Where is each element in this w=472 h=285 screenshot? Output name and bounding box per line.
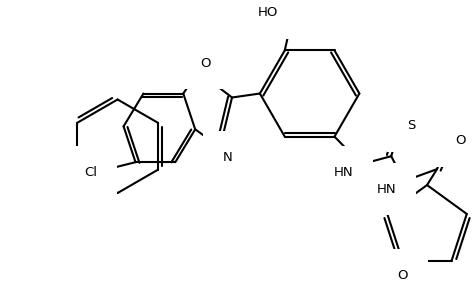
Text: O: O: [200, 57, 211, 70]
Text: O: O: [397, 269, 408, 282]
Text: HN: HN: [334, 166, 354, 179]
Text: O: O: [455, 134, 465, 147]
Text: HN: HN: [377, 183, 396, 196]
Text: N: N: [223, 151, 233, 164]
Text: S: S: [407, 119, 415, 132]
Text: HO: HO: [257, 6, 278, 19]
Text: Cl: Cl: [84, 166, 97, 179]
